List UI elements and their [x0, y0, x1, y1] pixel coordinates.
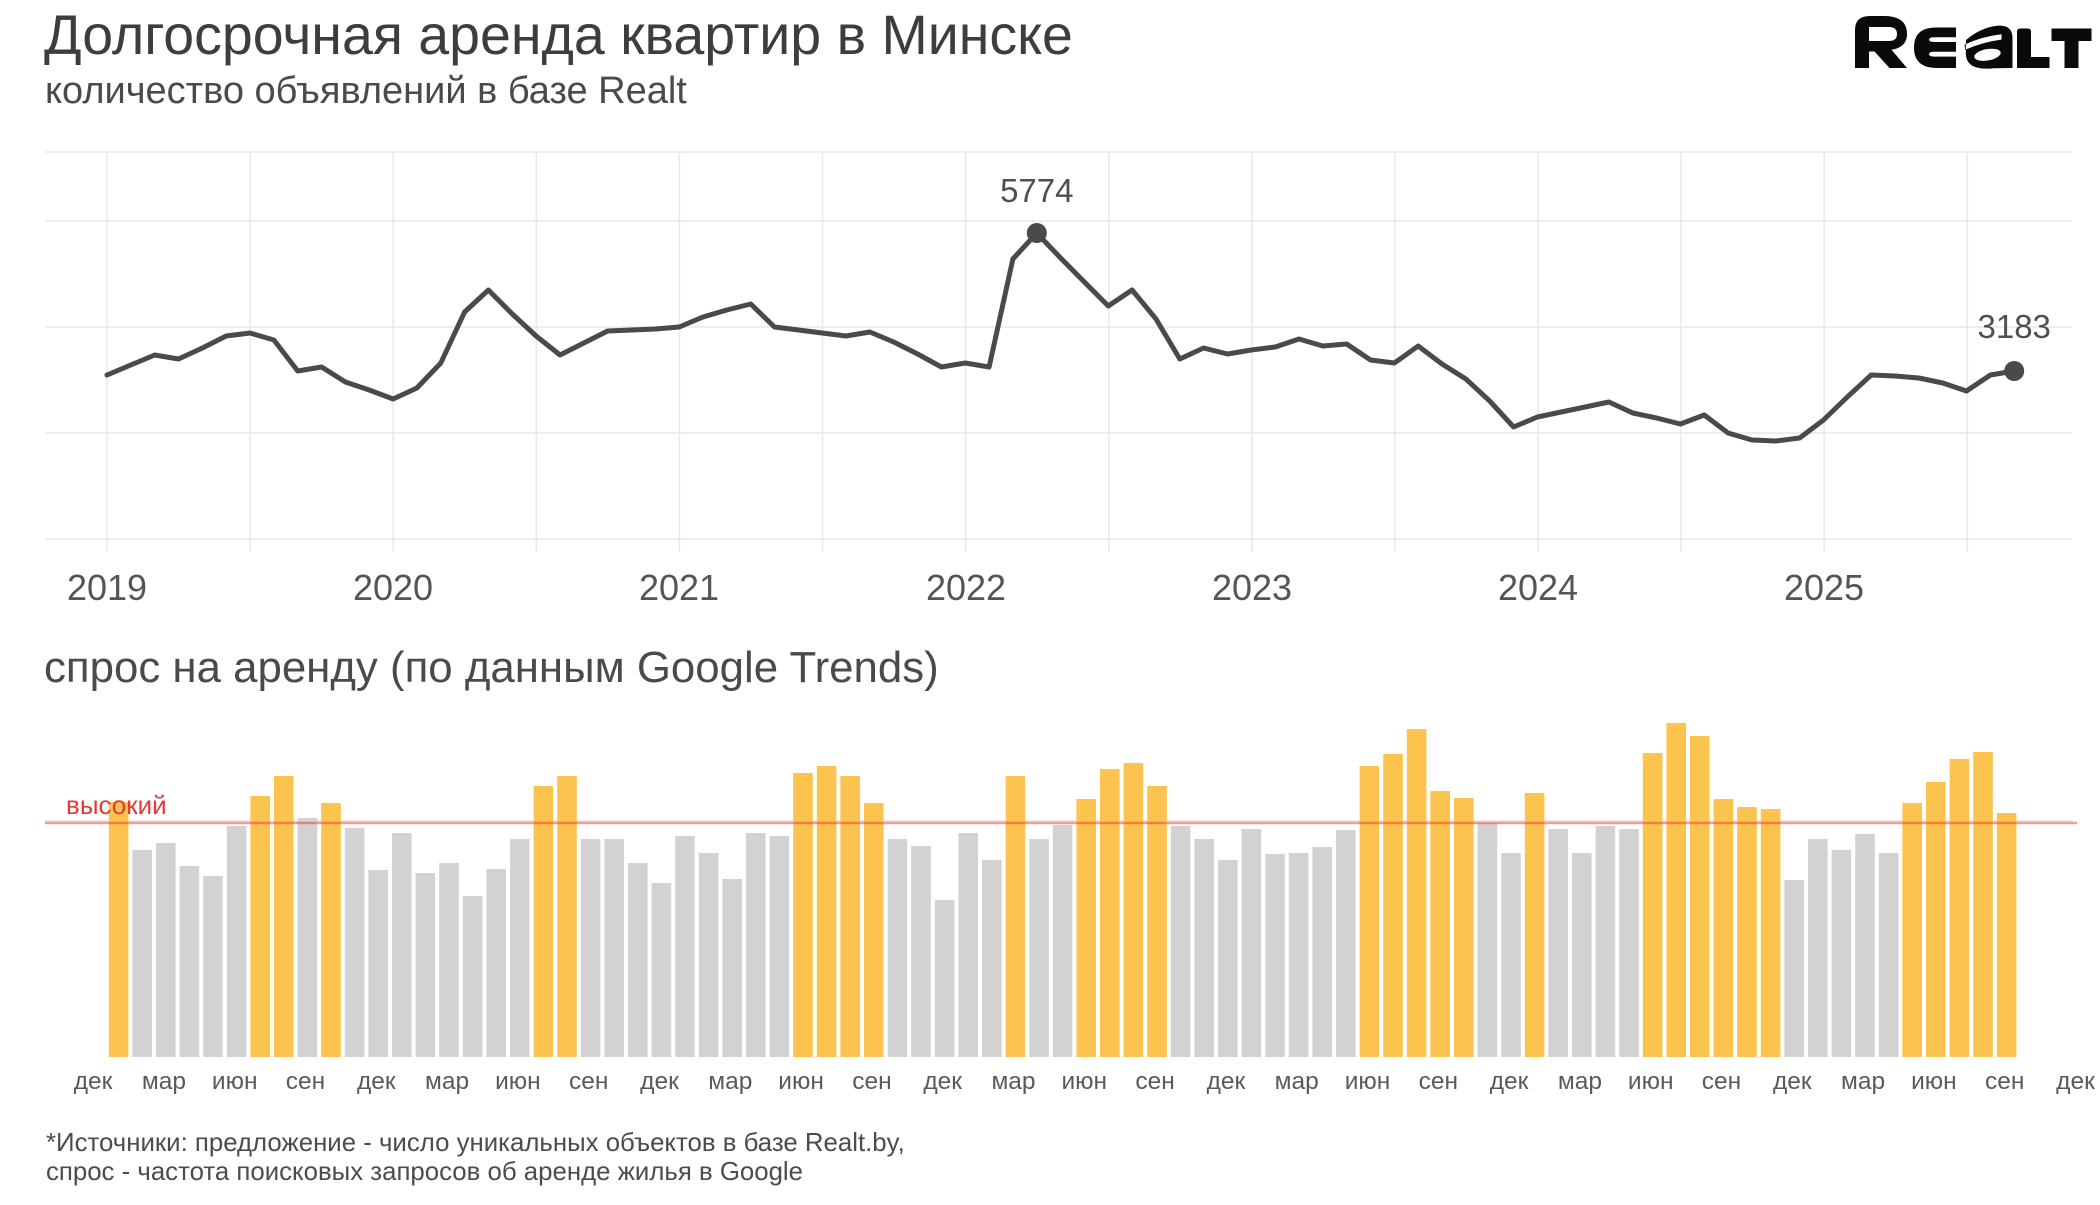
svg-text:дек: дек — [1490, 1068, 1529, 1095]
svg-text:мар: мар — [1558, 1068, 1602, 1095]
svg-text:2024: 2024 — [1498, 567, 1578, 608]
svg-text:дек: дек — [357, 1068, 396, 1095]
svg-text:Долгосрочная аренда квартир в: Долгосрочная аренда квартир в Минске — [44, 4, 1073, 66]
svg-text:3183: 3183 — [1977, 308, 2050, 345]
svg-text:сен: сен — [1985, 1068, 2024, 1095]
svg-text:2019: 2019 — [67, 567, 147, 608]
svg-text:спрос - частота поисковых запр: спрос - частота поисковых запросов об ар… — [46, 1158, 803, 1186]
svg-text:мар: мар — [1275, 1068, 1319, 1095]
svg-text:дек: дек — [923, 1068, 962, 1095]
svg-text:июн: июн — [212, 1068, 258, 1095]
svg-text:дек: дек — [2056, 1068, 2095, 1095]
svg-text:сен: сен — [1702, 1068, 1741, 1095]
svg-text:июн: июн — [1062, 1068, 1108, 1095]
svg-text:5774: 5774 — [1000, 172, 1073, 209]
svg-text:2022: 2022 — [926, 567, 1006, 608]
svg-text:дек: дек — [640, 1068, 679, 1095]
svg-text:июн: июн — [1911, 1068, 1957, 1095]
svg-text:2020: 2020 — [353, 567, 433, 608]
svg-text:*Источники: предложение - числ: *Источники: предложение - число уникальн… — [46, 1129, 905, 1157]
svg-text:мар: мар — [425, 1068, 469, 1095]
svg-text:2021: 2021 — [639, 567, 719, 608]
svg-text:июн: июн — [778, 1068, 824, 1095]
svg-text:июн: июн — [1628, 1068, 1674, 1095]
svg-text:сен: сен — [286, 1068, 325, 1095]
svg-text:мар: мар — [991, 1068, 1035, 1095]
svg-text:сен: сен — [1135, 1068, 1174, 1095]
svg-text:2023: 2023 — [1212, 567, 1292, 608]
svg-text:количество объявлений в базе R: количество объявлений в базе Realt — [45, 70, 687, 112]
svg-text:сен: сен — [569, 1068, 608, 1095]
svg-text:сен: сен — [852, 1068, 891, 1095]
svg-text:июн: июн — [495, 1068, 541, 1095]
svg-text:мар: мар — [1841, 1068, 1885, 1095]
svg-text:дек: дек — [1773, 1068, 1812, 1095]
svg-text:июн: июн — [1345, 1068, 1391, 1095]
svg-text:мар: мар — [142, 1068, 186, 1095]
svg-text:сен: сен — [1419, 1068, 1458, 1095]
svg-text:2025: 2025 — [1784, 567, 1864, 608]
svg-text:мар: мар — [708, 1068, 752, 1095]
svg-text:дек: дек — [74, 1068, 113, 1095]
svg-text:высокий: высокий — [66, 790, 167, 820]
svg-text:спрос на аренду (по данным Goo: спрос на аренду (по данным Google Trends… — [44, 643, 939, 692]
svg-text:дек: дек — [1207, 1068, 1246, 1095]
